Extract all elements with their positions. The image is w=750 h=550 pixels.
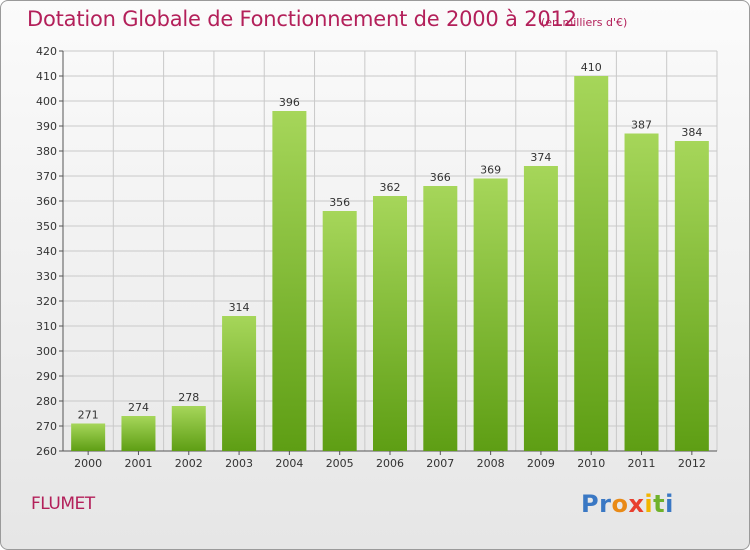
- logo-letter: r: [599, 490, 612, 518]
- value-label-2011: 387: [631, 119, 652, 132]
- value-label-2008: 369: [480, 164, 501, 177]
- bar-2007[interactable]: [423, 186, 458, 451]
- x-tick-label-2009: 2009: [527, 457, 555, 470]
- logo-letter: o: [611, 490, 629, 518]
- value-label-2000: 271: [78, 409, 99, 422]
- value-label-2006: 362: [380, 181, 401, 194]
- bar-2000[interactable]: [71, 423, 106, 452]
- y-tick-label: 370: [36, 170, 57, 183]
- y-tick-label: 280: [36, 395, 57, 408]
- value-label-2002: 278: [178, 391, 199, 404]
- bar-2012[interactable]: [674, 141, 709, 451]
- y-tick-label: 320: [36, 295, 57, 308]
- bar-2001[interactable]: [121, 416, 156, 451]
- value-label-2004: 396: [279, 96, 300, 109]
- x-tick-label-2005: 2005: [326, 457, 354, 470]
- x-tick-label-2008: 2008: [477, 457, 505, 470]
- value-label-2012: 384: [681, 126, 702, 139]
- bar-2002[interactable]: [171, 406, 206, 451]
- commune-name: FLUMET: [31, 494, 95, 514]
- bar-2009[interactable]: [523, 166, 558, 451]
- bar-2004[interactable]: [272, 111, 307, 451]
- x-tick-label-2001: 2001: [124, 457, 152, 470]
- y-tick-label: 410: [36, 70, 57, 83]
- value-label-2003: 314: [229, 301, 250, 314]
- x-tick-label-2010: 2010: [577, 457, 605, 470]
- y-tick-label: 340: [36, 245, 57, 258]
- x-tick-label-2004: 2004: [275, 457, 303, 470]
- y-tick-label: 310: [36, 320, 57, 333]
- x-tick-label-2007: 2007: [426, 457, 454, 470]
- logo-letter: x: [628, 490, 645, 518]
- y-tick-label: 360: [36, 195, 57, 208]
- y-tick-label: 400: [36, 95, 57, 108]
- y-tick-label: 350: [36, 220, 57, 233]
- x-tick-label-2002: 2002: [175, 457, 203, 470]
- chart-subtitle: (en milliers d'€): [541, 16, 628, 29]
- y-tick-label: 260: [36, 445, 57, 458]
- value-labels: 271 274 278 314 396 356 362 366 369 374 410 387 384: [78, 61, 703, 422]
- value-label-2009: 374: [530, 151, 551, 164]
- bars: [71, 76, 709, 451]
- x-tick-label-2011: 2011: [628, 457, 656, 470]
- y-tick-label: 390: [36, 120, 57, 133]
- y-tick-label: 270: [36, 420, 57, 433]
- proxiti-logo[interactable]: Proxiti: [581, 490, 674, 518]
- bar-2006[interactable]: [373, 196, 407, 451]
- bar-2011[interactable]: [624, 133, 659, 452]
- y-tick-label: 330: [36, 270, 57, 283]
- bar-2003[interactable]: [222, 316, 257, 451]
- value-label-2005: 356: [329, 196, 350, 209]
- bar-2010[interactable]: [574, 76, 609, 451]
- y-tick-label: 420: [36, 45, 57, 58]
- value-label-2007: 366: [430, 171, 451, 184]
- x-tick-label-2006: 2006: [376, 457, 404, 470]
- logo-letter: t: [653, 490, 666, 518]
- axes: 260 270 280 290 300 310 320 330 340 350 360 370 380 3…: [36, 45, 717, 470]
- y-tick-label: 290: [36, 370, 57, 383]
- bar-2008[interactable]: [473, 178, 508, 452]
- chart-title: Dotation Globale de Fonctionnement de 20…: [27, 7, 577, 31]
- logo-letter: i: [665, 490, 674, 518]
- y-tick-label: 300: [36, 345, 57, 358]
- value-label-2010: 410: [581, 61, 602, 74]
- y-tick-label: 380: [36, 145, 57, 158]
- bar-2005[interactable]: [322, 211, 357, 451]
- logo-letter: i: [644, 490, 654, 518]
- logo-letter: P: [581, 490, 600, 518]
- x-tick-label-2012: 2012: [678, 457, 706, 470]
- x-tick-label-2003: 2003: [225, 457, 253, 470]
- value-label-2001: 274: [128, 401, 149, 414]
- x-tick-label-2000: 2000: [74, 457, 102, 470]
